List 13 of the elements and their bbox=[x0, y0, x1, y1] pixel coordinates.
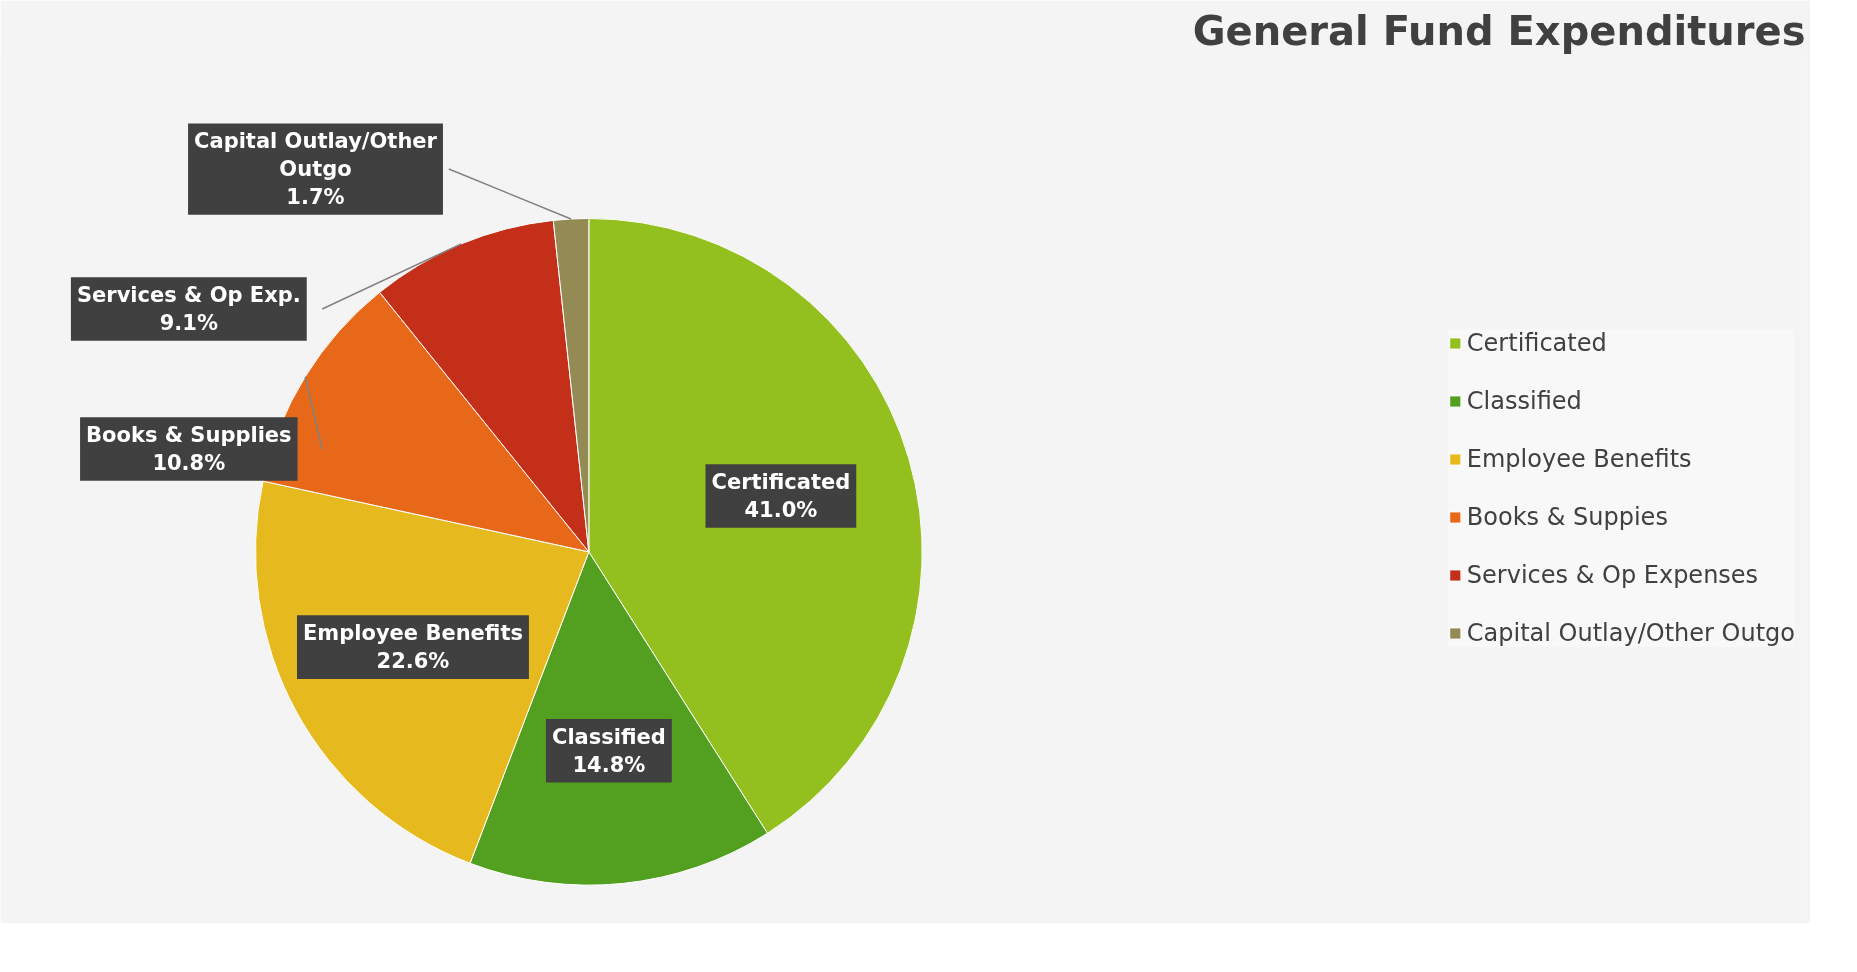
data-label: Capital Outlay/Other Outgo 1.7% bbox=[194, 129, 438, 209]
legend-label: Capital Outlay/Other Outgo bbox=[1466, 619, 1795, 647]
legend-label: Classified bbox=[1466, 387, 1582, 415]
data-label: Services & Op Exp. 9.1% bbox=[76, 283, 301, 335]
legend-label: Employee Benefits bbox=[1466, 445, 1692, 473]
data-label: Employee Benefits 22.6% bbox=[303, 621, 523, 673]
legend-label: Books & Suppies bbox=[1466, 503, 1668, 531]
data-label: Certificated 41.0% bbox=[711, 470, 851, 522]
legend-label: Certificated bbox=[1466, 329, 1607, 357]
data-label: Classified 14.8% bbox=[552, 725, 666, 777]
legend-label: Services & Op Expenses bbox=[1466, 561, 1759, 589]
chart-title: General Fund Expenditures bbox=[1192, 7, 1806, 54]
data-label: Books & Supplies 10.8% bbox=[86, 423, 292, 475]
